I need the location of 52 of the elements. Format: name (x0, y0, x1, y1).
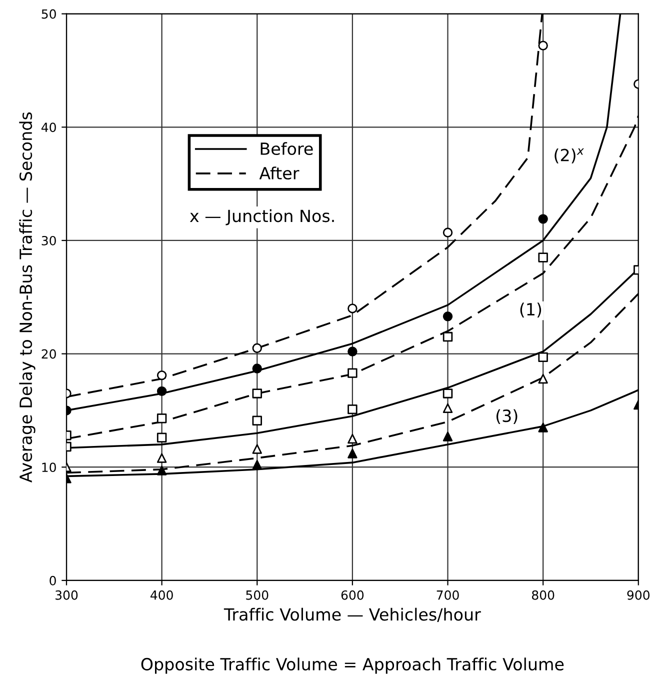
point (442, 332, 453, 342)
point (156, 432, 167, 443)
point (538, 40, 548, 50)
y-axis-title: Average Delay to Non-Bus Traffic — Seconds (19, 112, 36, 483)
y-tick-label: 20 (42, 349, 56, 359)
point (156, 453, 167, 463)
point (442, 312, 453, 322)
point (538, 374, 548, 384)
point (156, 414, 167, 424)
x-tick-label: 700 (436, 590, 459, 600)
y-tick-label: 10 (42, 462, 56, 472)
y-tick-label: 50 (42, 9, 56, 19)
point (538, 422, 548, 432)
point (252, 343, 262, 353)
x-tick-label: 600 (341, 590, 364, 600)
point (156, 370, 167, 380)
point (156, 466, 167, 476)
y-tick-label: 40 (41, 122, 56, 132)
x-tick-label: 300 (56, 590, 78, 600)
point (252, 416, 262, 426)
x-tick-label: 400 (150, 590, 173, 600)
point (442, 432, 453, 442)
point (252, 364, 262, 374)
point (348, 368, 358, 378)
point (538, 214, 548, 224)
annotation: (3) (496, 409, 518, 424)
point (442, 388, 453, 398)
text: Opposite Traffic Volume = Approach Traffic Volume (141, 658, 564, 674)
point (252, 388, 262, 398)
point (538, 252, 548, 262)
y-tick-label: 0 (50, 576, 56, 586)
x-tick-label: 500 (246, 590, 268, 600)
point (252, 444, 262, 454)
x-tick-label: 900 (627, 590, 650, 600)
legend-label: Before (260, 142, 313, 156)
point (348, 448, 358, 458)
y-tick-label: 30 (42, 236, 56, 246)
annotation: (2)$^{x}$ (554, 148, 584, 164)
annotation: (1) (520, 302, 542, 318)
point (538, 352, 548, 362)
point (442, 228, 453, 238)
point (442, 403, 453, 414)
point (156, 386, 167, 396)
legend-label: After (259, 166, 300, 180)
point (348, 434, 358, 444)
point (348, 346, 358, 356)
annotation: x — Junction Nos. (190, 209, 334, 226)
x-tick-label: 800 (532, 590, 554, 600)
x-axis-title: Traffic Volume — Vehicles/hour (224, 608, 481, 622)
point (348, 404, 358, 414)
point (348, 304, 358, 314)
point (252, 460, 262, 470)
